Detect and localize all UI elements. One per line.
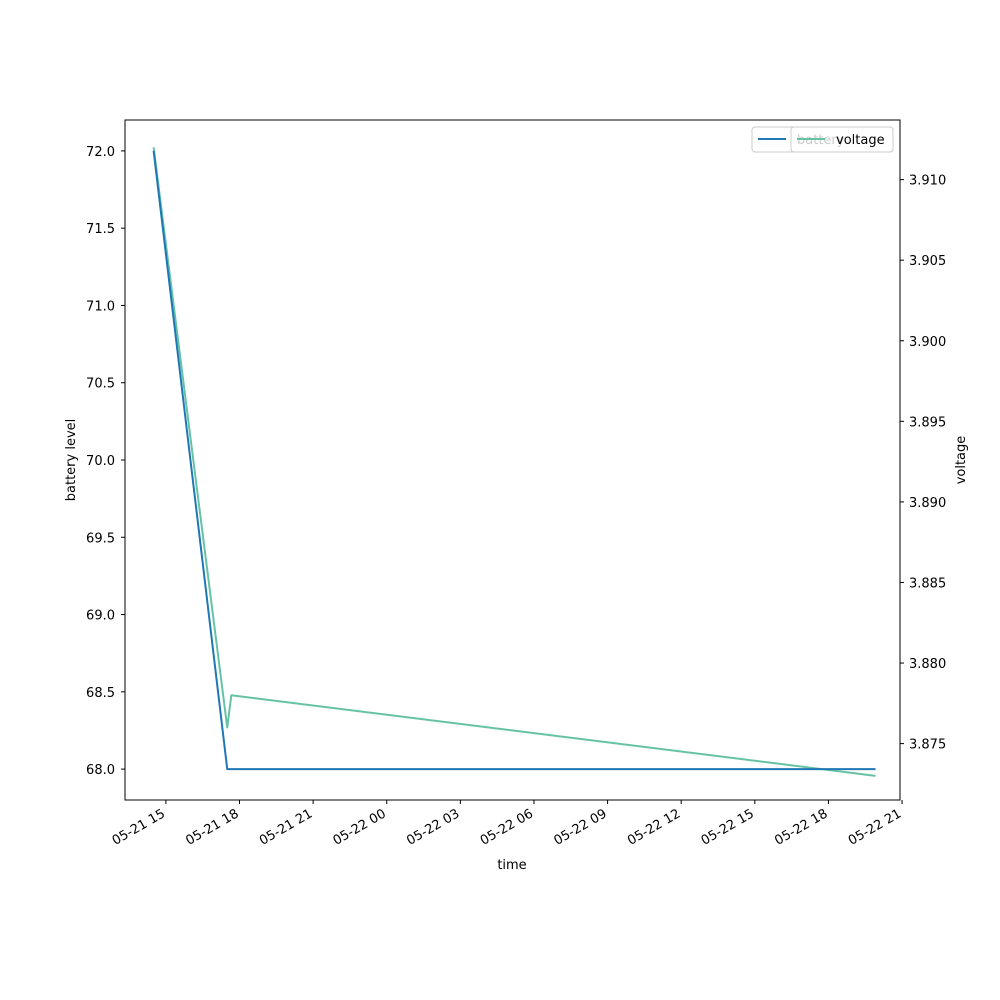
right-y-axis-title: voltage — [954, 436, 969, 485]
legends: batteryvoltage — [751, 126, 894, 153]
right-y-tick-label: 3.900 — [909, 335, 946, 350]
legend-box — [790, 126, 894, 153]
right-y-tick-label: 3.885 — [909, 576, 946, 591]
left-y-tick-label: 70.0 — [86, 454, 115, 469]
left-y-tick-label: 69.0 — [86, 609, 115, 624]
right-y-axis-ticks: 3.875 3.880 3.885 3.890 3.895 3.900 3.905 3.910 — [900, 174, 946, 753]
series-line-voltage — [152, 147, 876, 777]
plot-lines — [152, 147, 876, 777]
left-y-tick-label: 71.5 — [86, 222, 115, 237]
left-y-tick-label: 69.5 — [86, 531, 115, 546]
left-y-tick-label: 71.0 — [86, 299, 115, 314]
left-y-tick-label: 68.0 — [86, 763, 115, 778]
left-y-axis-ticks: 68.0 68.5 69.0 69.5 70.0 70.5 71.0 71.5 72.0 — [86, 145, 125, 778]
right-y-tick-label: 3.880 — [909, 657, 946, 672]
left-y-tick-label: 72.0 — [86, 145, 115, 160]
left-y-tick-label: 70.5 — [86, 377, 115, 392]
right-y-tick-label: 3.890 — [909, 496, 946, 511]
right-y-tick-label: 3.910 — [909, 174, 946, 189]
left-y-axis-title: battery level — [64, 419, 79, 502]
left-y-tick-label: 68.5 — [86, 686, 115, 701]
legend-voltage: voltage — [790, 126, 894, 153]
right-y-tick-label: 3.905 — [909, 254, 946, 269]
series-line-battery — [152, 150, 876, 771]
legend-label: voltage — [836, 133, 885, 148]
right-y-tick-label: 3.895 — [909, 415, 946, 430]
x-axis-title: time — [497, 858, 526, 873]
right-y-tick-label: 3.875 — [909, 738, 946, 753]
